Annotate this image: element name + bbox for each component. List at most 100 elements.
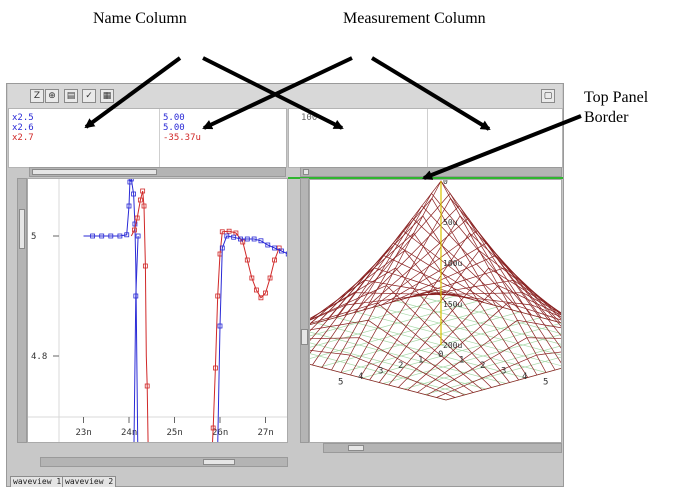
left-vscroll[interactable] [17,178,27,443]
surface-mesh-line [310,250,510,383]
surface-axis-label: 2 [398,361,403,371]
series-x2-5-point [126,203,132,209]
series-x2-6-point [285,251,287,257]
window-icon[interactable]: ▢ [541,89,555,103]
surface-axis-label: 4 [358,372,363,382]
left-plot-hscroll[interactable] [40,457,288,467]
surface-layer: 0 50u 100u 150u 200u 5 4 3 2 1 0 1 2 3 4 5 [310,180,561,401]
series-x2-7-b-point [210,425,216,431]
name-x2-5[interactable]: x2.5 [12,113,34,123]
series-x2-7-b-point [226,228,232,234]
column-divider[interactable] [159,109,160,167]
series-x2-7-a-point [134,215,140,221]
base-grid-line [382,334,561,384]
surface-axis-label: 2 [480,361,485,371]
right-measurement: 100 [301,113,317,123]
series-x2-6-point [217,323,223,329]
surface-mesh-line [426,337,561,396]
right-plot-hscroll[interactable] [323,443,562,453]
waveform-plot[interactable]: 5 4.8 23n 24n 25n 26n 27n [27,178,288,443]
base-grid-line [403,345,561,390]
series-x2-5-tail-point [135,233,141,239]
scroll-thumb[interactable] [32,169,157,175]
surface-plot[interactable]: 0 50u 100u 150u 200u 5 4 3 2 1 0 1 2 3 4 5 [309,179,562,443]
series-x2-7-a-point [142,263,148,269]
waveview-window: Z ⊕ ▤ ✓ ▦ ▢ x2.5 x2.6 x2.7 5.00 5.00 -35… [6,83,564,487]
series-x2-7-b-point [213,365,218,371]
surface-mesh-line [317,215,529,378]
table-icon[interactable]: ▤ [64,89,78,103]
tab-waveview-2[interactable]: waveview 2 [62,476,117,487]
scroll-thumb[interactable] [348,445,364,451]
series-x2-7-a-point [141,203,147,209]
series-x2-7-a-point [132,227,137,233]
z-tick-label: 50u [443,218,458,227]
surface-svg: 0 50u 100u 150u 200u 5 4 3 2 1 0 1 2 3 4 5 [310,180,561,401]
z-tick-label: 100u [443,259,462,268]
series-x2-7-b-line [212,230,280,442]
x-tick-label: 27n [258,428,274,438]
z-tick-label: 150u [443,300,462,309]
arrow-measurement-to-right [370,56,491,131]
series-x2-7-a-point [140,188,146,194]
left-values-hscroll[interactable] [29,167,286,177]
series-x2-6-point [244,236,250,242]
splitter-handle[interactable] [301,329,308,345]
surface-mesh-line [378,250,561,383]
series-x2-6-line [217,235,287,442]
series-x2-6-point [251,236,257,242]
series-x2-5-point [124,232,130,238]
scroll-thumb[interactable] [303,169,309,175]
measurement-column: 5.00 5.00 -35.37u [163,113,201,143]
series-x2-7-b-point [267,275,273,281]
base-grid-line [424,356,561,395]
name-x2-7[interactable]: x2.7 [12,133,34,143]
checkmark-icon[interactable]: ✓ [82,89,96,103]
surface-mesh-line [310,337,465,396]
series-x2-5-tail-point [133,293,139,299]
arrow-name-to-names [84,56,182,129]
arrow-measurement-to-values [202,56,353,130]
series-x2-6-point [272,245,278,251]
surface-mesh-line [326,197,538,376]
surface-mesh-line [310,285,492,388]
x-tick-label: 24n [121,428,137,438]
x-tick-label: 25n [167,428,183,438]
name-x2-6[interactable]: x2.6 [12,123,34,133]
surface-mesh-line [388,267,561,386]
surface-axis-label: 3 [378,367,383,377]
panel-splitter[interactable] [300,178,309,443]
callout-measurement-column: Measurement Column [343,10,486,27]
series-x2-6-point [231,234,237,240]
series-x2-5-point [131,191,136,197]
zoom-icon[interactable]: Z [30,89,44,103]
series-x2-5-point [128,179,134,182]
scroll-thumb[interactable] [19,209,25,249]
series-x2-7-a-point [137,197,143,203]
measurement-x2-6: 5.00 [163,123,185,133]
base-grid-line [361,322,561,379]
surface-mesh-line [436,351,561,398]
series-x2-6-point [265,242,271,248]
arrow-name-to-right-names [202,56,344,130]
crosshair-icon[interactable]: ⊕ [45,89,59,103]
base-grid-line [310,353,467,395]
surface-mesh-line [310,349,456,398]
surface-axis-label: 4 [522,372,527,382]
measurement-x2-5: 5.00 [163,113,185,123]
grid-icon[interactable]: ▦ [100,89,114,103]
arrow-border [422,114,582,180]
series-x2-6-point [224,233,230,239]
series-x2-7-b-point [249,275,255,281]
callout-top-panel-border: Top Panel [584,89,649,106]
series-x2-7-b-point [258,295,264,301]
surface-axis-label: 3 [501,367,506,377]
column-divider-right[interactable] [427,109,428,167]
scroll-thumb[interactable] [203,459,235,465]
surface-mesh-line [310,267,501,386]
x-tick-label: 26n [212,428,228,438]
series-x2-5-point [117,233,123,239]
x-tick-label: 23n [76,428,92,438]
surface-axis-label: 1 [418,356,423,366]
